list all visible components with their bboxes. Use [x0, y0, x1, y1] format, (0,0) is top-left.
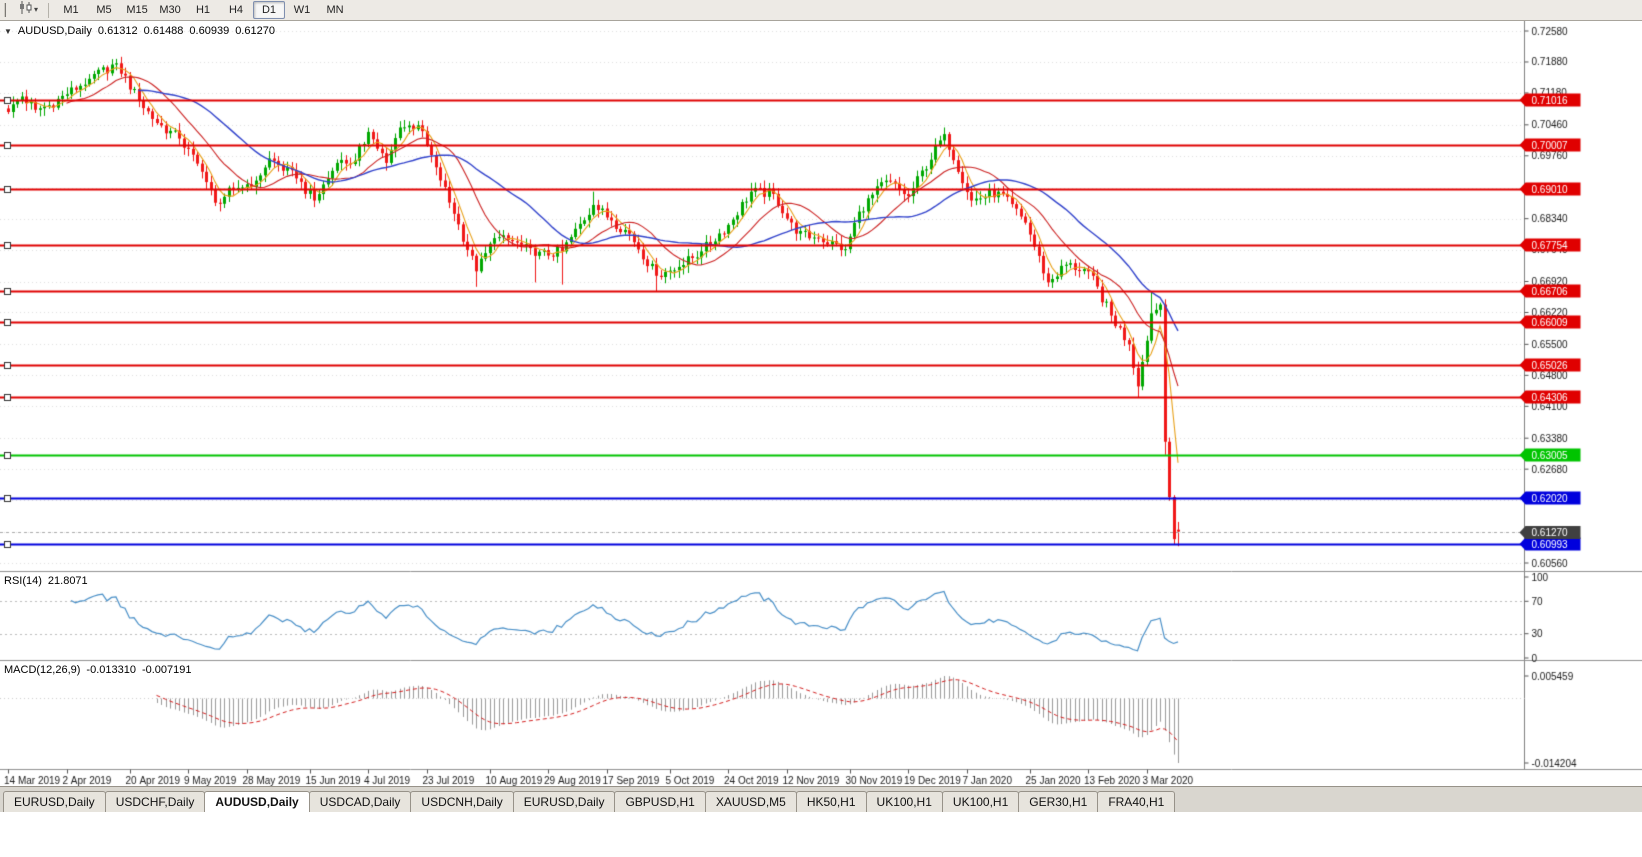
chart-tab-ger30-h1[interactable]: GER30,H1 — [1018, 791, 1099, 812]
timeframe-button-m15[interactable]: M15 — [126, 4, 148, 16]
timeframe-button-m1[interactable]: M1 — [63, 4, 79, 16]
chart-window: ▼ AUDUSD,Daily 0.61312 0.61488 0.60939 0… — [0, 21, 1642, 786]
timeframe-button-h4[interactable]: H4 — [228, 4, 244, 16]
timeframe-button-group: M1 M5 M15 M30 H1 H4 D1 W1 MN — [55, 1, 351, 19]
chevron-down-icon: ▾ — [34, 5, 39, 14]
timeframe-button-m30[interactable]: M30 — [159, 4, 181, 16]
status-bar — [0, 812, 1642, 857]
toolbar-drag-grip[interactable] — [4, 3, 10, 17]
timeframe-toolbar: ▾ M1 M5 M15 M30 H1 H4 D1 W1 MN — [0, 0, 1642, 21]
chart-tab-audusd-daily[interactable]: AUDUSD,Daily — [204, 791, 310, 812]
toolbar-separator — [48, 2, 50, 18]
timeframe-button-m5[interactable]: M5 — [96, 4, 112, 16]
rsi-name: RSI(14) — [4, 575, 42, 587]
collapse-chart-arrow[interactable]: ▼ — [4, 26, 12, 36]
chart-info-line: ▼ AUDUSD,Daily 0.61312 0.61488 0.60939 0… — [4, 25, 275, 37]
ohlc-open-value: 0.61312 — [97, 25, 138, 37]
chart-tab-eurusd-daily[interactable]: EURUSD,Daily — [512, 791, 616, 812]
chart-tab-uk100-h1[interactable]: UK100,H1 — [941, 791, 1020, 812]
chart-tab-usdcnh-daily[interactable]: USDCNH,Daily — [410, 791, 514, 812]
macd-main-value: -0.013310 — [86, 664, 136, 676]
chart-type-dropdown[interactable]: ▾ — [15, 0, 42, 21]
ohlc-low-value: 0.60939 — [189, 25, 230, 37]
chart-tab-fra40-h1[interactable]: FRA40,H1 — [1097, 791, 1176, 812]
timeframe-button-d1[interactable]: D1 — [253, 1, 286, 19]
candlestick-chart-icon — [19, 1, 33, 19]
chart-tab-usdcad-daily[interactable]: USDCAD,Daily — [308, 791, 412, 812]
rsi-indicator-label: RSI(14) 21.8071 — [4, 575, 88, 587]
chart-tab-xauusd-m5[interactable]: XAUUSD,M5 — [704, 791, 797, 812]
ohlc-high-value: 0.61488 — [143, 25, 184, 37]
chart-tab-hk50-h1[interactable]: HK50,H1 — [795, 791, 867, 812]
chart-tab-gbpusd-h1[interactable]: GBPUSD,H1 — [614, 791, 706, 812]
timeframe-button-mn[interactable]: MN — [326, 4, 344, 16]
timeframe-button-w1[interactable]: W1 — [293, 4, 311, 16]
timeframe-button-h1[interactable]: H1 — [195, 4, 211, 16]
chart-tab-eurusd-daily[interactable]: EURUSD,Daily — [3, 791, 106, 812]
macd-name: MACD(12,26,9) — [4, 664, 81, 676]
macd-indicator-label: MACD(12,26,9) -0.013310 -0.007191 — [4, 664, 192, 676]
chart-tab-bar: EURUSD,Daily USDCHF,Daily AUDUSD,Daily USDC… — [0, 786, 1642, 812]
macd-signal-value: -0.007191 — [141, 664, 192, 676]
chart-tab-usdchf-daily[interactable]: USDCHF,Daily — [104, 791, 206, 812]
ohlc-close-value: 0.61270 — [235, 25, 275, 37]
chart-tab-uk100-h1[interactable]: UK100,H1 — [865, 791, 943, 812]
price-chart-canvas[interactable] — [0, 21, 1642, 786]
rsi-value: 21.8071 — [47, 575, 88, 587]
symbol-period-label: AUDUSD,Daily — [17, 25, 92, 37]
